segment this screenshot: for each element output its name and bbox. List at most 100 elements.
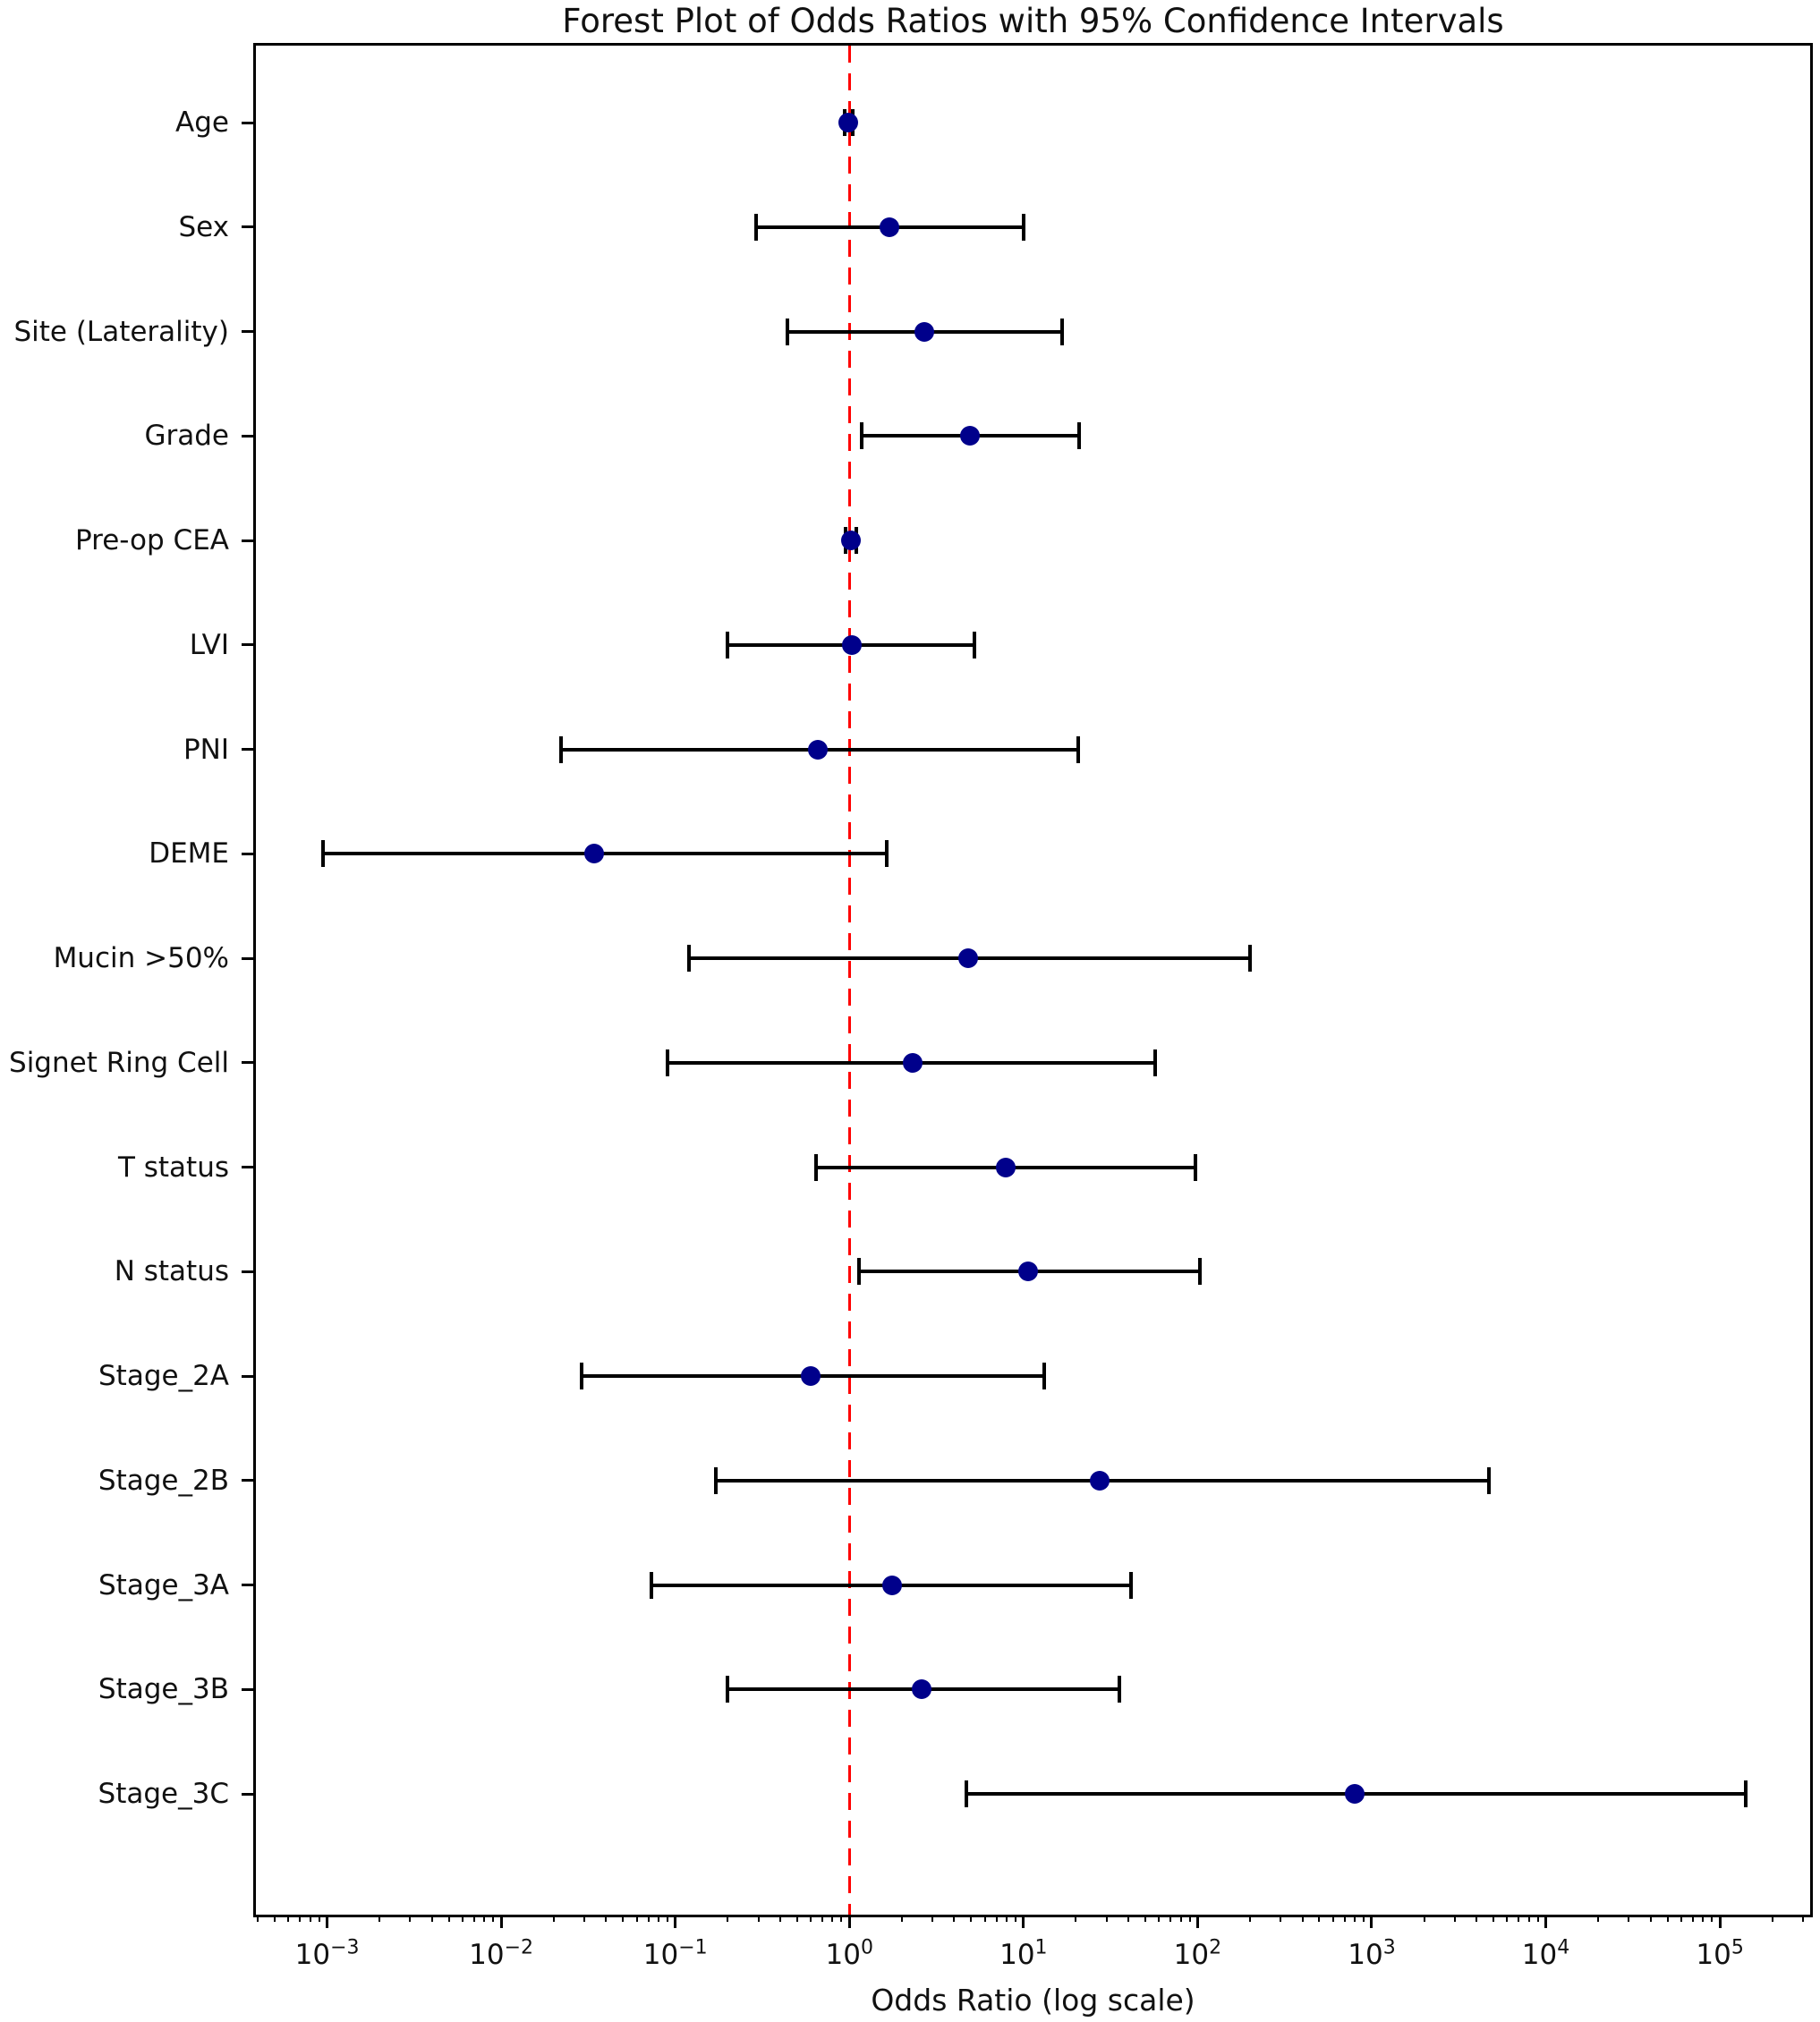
or-point-stage-3b xyxy=(912,1679,931,1700)
x-minor-tick xyxy=(1158,1915,1161,1922)
ci-cap-high-stage-3c xyxy=(1743,1780,1748,1807)
y-tick-pni xyxy=(242,748,253,751)
x-minor-tick xyxy=(1423,1915,1425,1922)
x-minor-tick xyxy=(287,1915,290,1922)
x-minor-tick xyxy=(1105,1915,1108,1922)
y-tick-sex xyxy=(242,225,253,229)
ci-cap-high-n-status xyxy=(1197,1258,1202,1286)
x-minor-tick xyxy=(778,1915,781,1922)
or-point-stage-2a xyxy=(801,1366,821,1386)
x-minor-tick xyxy=(605,1915,608,1922)
x-minor-tick xyxy=(1680,1915,1682,1922)
x-tick-label-1e-1: 10−1 xyxy=(642,1936,708,1971)
x-major-tick-1e-1 xyxy=(674,1915,677,1928)
ci-cap-low-n-status xyxy=(856,1258,861,1286)
x-tick-label-1e5: 105 xyxy=(1696,1936,1744,1971)
x-minor-tick xyxy=(447,1915,450,1922)
x-minor-tick xyxy=(1711,1915,1714,1922)
x-axis-label: Odds Ratio (log scale) xyxy=(871,1983,1195,2018)
x-minor-tick xyxy=(318,1915,320,1922)
x-minor-tick xyxy=(995,1915,998,1922)
y-label-stage-2b: Stage_2B xyxy=(98,1464,229,1497)
y-label-t-status: T status xyxy=(117,1151,229,1184)
ci-cap-low-sex xyxy=(753,213,758,241)
x-minor-tick xyxy=(1536,1915,1539,1922)
ci-cap-low-site-laterality xyxy=(785,318,789,345)
x-minor-tick xyxy=(309,1915,311,1922)
y-tick-age xyxy=(242,121,253,124)
x-minor-tick xyxy=(1014,1915,1016,1922)
x-minor-tick xyxy=(1527,1915,1530,1922)
y-tick-site-laterality xyxy=(242,330,253,333)
x-major-tick-1e-3 xyxy=(326,1915,329,1928)
or-point-stage-3c xyxy=(1345,1784,1365,1804)
x-minor-tick xyxy=(622,1915,625,1922)
y-label-age: Age xyxy=(175,106,229,139)
reference-line-or-1 xyxy=(847,46,851,1915)
or-point-signet-ring-cell xyxy=(902,1052,923,1073)
x-minor-tick xyxy=(1179,1915,1182,1922)
ci-cap-low-pni xyxy=(558,735,563,763)
x-major-tick-1e5 xyxy=(1718,1915,1722,1928)
x-minor-tick xyxy=(1169,1915,1172,1922)
y-tick-n-status xyxy=(242,1270,253,1273)
x-minor-tick xyxy=(1331,1915,1334,1922)
ci-cap-low-t-status xyxy=(813,1153,818,1181)
x-minor-tick xyxy=(831,1915,834,1922)
x-tick-label-1e2: 102 xyxy=(1173,1936,1222,1971)
x-minor-tick xyxy=(1649,1915,1652,1922)
x-minor-tick xyxy=(1771,1915,1773,1922)
x-minor-tick xyxy=(821,1915,824,1922)
x-minor-tick xyxy=(1301,1915,1304,1922)
ci-cap-high-lvi xyxy=(972,631,976,658)
x-minor-tick xyxy=(1702,1915,1705,1922)
x-minor-tick xyxy=(1318,1915,1321,1922)
ci-cap-high-stage-2b xyxy=(1486,1466,1491,1494)
x-minor-tick xyxy=(430,1915,433,1922)
x-major-tick-1e4 xyxy=(1544,1915,1548,1928)
or-point-deme xyxy=(583,844,604,864)
x-minor-tick xyxy=(1518,1915,1520,1922)
or-point-site-laterality xyxy=(914,321,935,342)
x-minor-tick xyxy=(1248,1915,1251,1922)
x-minor-tick xyxy=(1666,1915,1669,1922)
x-tick-label-1e0: 100 xyxy=(825,1936,873,1971)
x-major-tick-1e2 xyxy=(1195,1915,1199,1928)
x-minor-tick xyxy=(1801,1915,1804,1922)
x-minor-tick xyxy=(840,1915,843,1922)
x-minor-tick xyxy=(299,1915,302,1922)
x-tick-label-1e4: 104 xyxy=(1521,1936,1570,1971)
ci-cap-low-stage-3b xyxy=(726,1676,730,1703)
y-tick-grade xyxy=(242,434,253,438)
x-minor-tick xyxy=(273,1915,276,1922)
y-label-grade: Grade xyxy=(144,420,229,453)
y-tick-stage-2b xyxy=(242,1479,253,1483)
ci-cap-low-signet-ring-cell xyxy=(665,1049,669,1076)
x-minor-tick xyxy=(953,1915,956,1922)
y-label-mucin-50: Mucin >50% xyxy=(53,942,229,974)
ci-cap-low-deme xyxy=(321,840,326,868)
x-minor-tick xyxy=(900,1915,903,1922)
y-label-lvi: LVI xyxy=(189,628,229,661)
x-minor-tick xyxy=(552,1915,555,1922)
x-minor-tick xyxy=(657,1915,659,1922)
y-tick-stage-3c xyxy=(242,1792,253,1796)
plot-canvas xyxy=(256,46,1810,1915)
x-minor-tick xyxy=(378,1915,381,1922)
ci-cap-low-stage-3a xyxy=(650,1571,654,1599)
y-label-n-status: N status xyxy=(114,1255,229,1288)
x-tick-label-1e-3: 10−3 xyxy=(294,1936,360,1971)
x-major-tick-1e3 xyxy=(1370,1915,1374,1928)
ci-cap-low-stage-3c xyxy=(965,1780,969,1807)
ci-cap-low-mucin-50 xyxy=(687,945,692,972)
ci-cap-high-stage-3b xyxy=(1118,1676,1122,1703)
x-minor-tick xyxy=(1492,1915,1494,1922)
or-point-stage-2b xyxy=(1090,1470,1110,1491)
y-tick-deme xyxy=(242,852,253,855)
y-label-sex: Sex xyxy=(178,210,229,243)
x-tick-label-1e3: 103 xyxy=(1348,1936,1396,1971)
ci-cap-low-lvi xyxy=(726,631,730,658)
y-tick-stage-2a xyxy=(242,1374,253,1378)
x-major-tick-1e0 xyxy=(847,1915,851,1928)
ci-cap-high-grade xyxy=(1077,422,1082,450)
